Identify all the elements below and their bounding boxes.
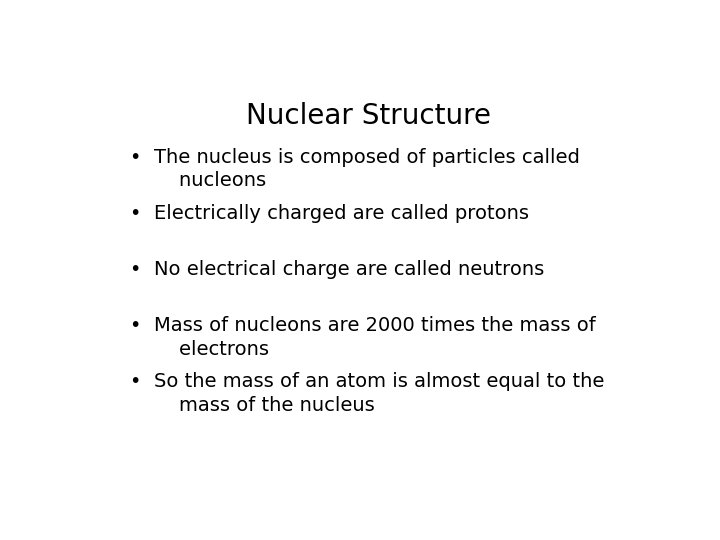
- Text: So the mass of an atom is almost equal to the
    mass of the nucleus: So the mass of an atom is almost equal t…: [154, 373, 605, 415]
- Text: No electrical charge are called neutrons: No electrical charge are called neutrons: [154, 260, 544, 279]
- Text: •: •: [129, 373, 140, 392]
- Text: •: •: [129, 260, 140, 279]
- Text: •: •: [129, 148, 140, 167]
- Text: •: •: [129, 316, 140, 335]
- Text: Mass of nucleons are 2000 times the mass of
    electrons: Mass of nucleons are 2000 times the mass…: [154, 316, 596, 359]
- Text: Nuclear Structure: Nuclear Structure: [246, 102, 492, 130]
- Text: •: •: [129, 204, 140, 223]
- Text: The nucleus is composed of particles called
    nucleons: The nucleus is composed of particles cal…: [154, 148, 580, 191]
- Text: Electrically charged are called protons: Electrically charged are called protons: [154, 204, 529, 223]
